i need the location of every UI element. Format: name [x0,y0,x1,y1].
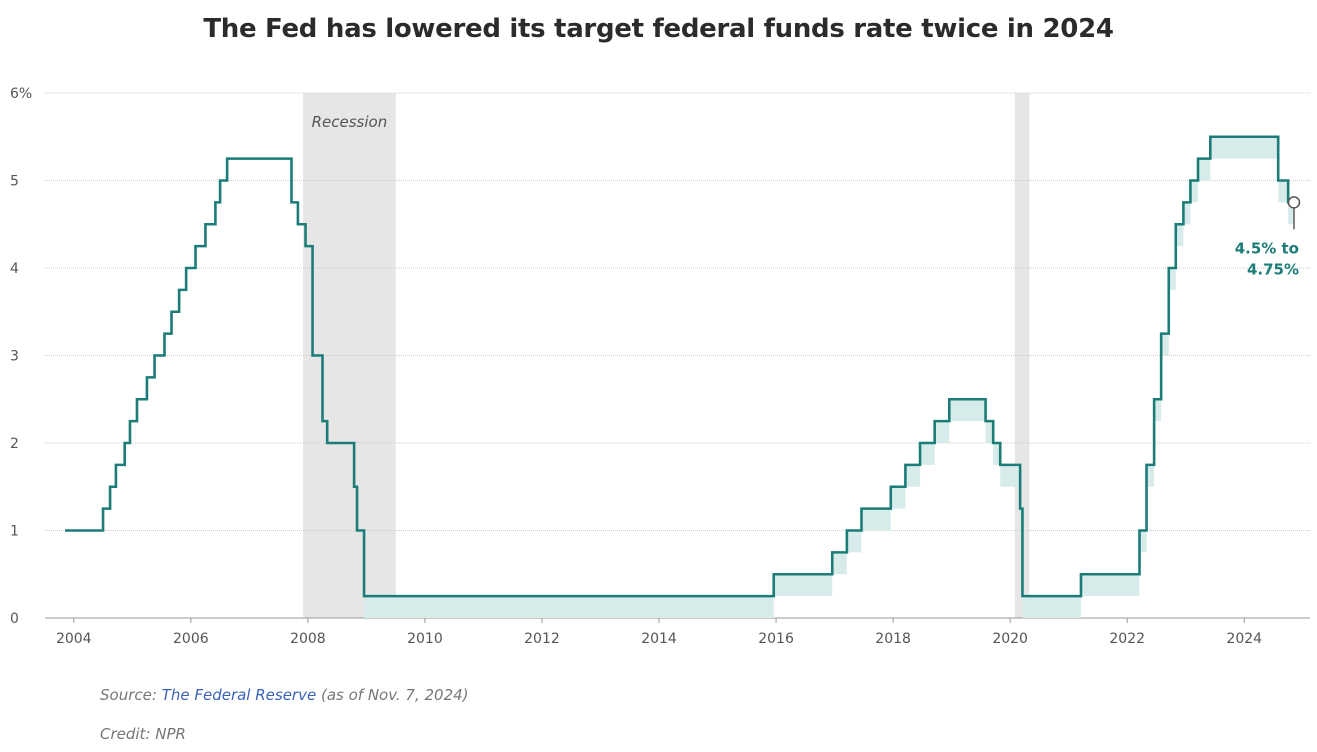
series-line [65,135,1294,598]
y-tick-label: 4 [10,261,19,277]
x-tick-label: 2016 [758,631,794,647]
x-tick-label: 2008 [290,631,326,647]
x-tick-label: 2022 [1109,631,1145,647]
endpoint-marker [1287,196,1301,209]
x-axis-ticks: 2004 2006 2008 2010 2012 2014 2016 2018 2020 2022… [56,618,1262,647]
gridlines [45,92,1310,619]
y-tick-label: 2 [10,436,19,452]
chart-title: The Fed has lowered its target federal f… [203,14,1114,44]
source-suffix: (as of Nov. 7, 2024) [316,686,469,704]
y-tick-label: 6% [10,86,32,102]
y-tick-label: 3 [10,349,19,365]
x-tick-label: 2010 [407,631,443,647]
y-axis-ticks: 0 1 2 3 4 5 6% [10,86,32,627]
annotation-line2: 4.75% [1247,260,1299,278]
recession-bands: Recession [303,93,1030,618]
x-tick-label: 2020 [992,631,1028,647]
y-tick-label: 1 [10,524,19,540]
x-tick-label: 2018 [875,631,911,647]
annotation: 4.5% to 4.75% [1235,196,1301,278]
x-tick-label: 2024 [1226,631,1262,647]
source-line: Source: The Federal Reserve (as of Nov. … [100,686,469,704]
recession-label: Recession [312,113,388,131]
x-tick-label: 2004 [56,631,92,647]
source-prefix: Source: [100,686,162,704]
x-tick-label: 2014 [641,631,677,647]
annotation-line1: 4.5% to [1235,239,1299,257]
target-range-band [364,136,1295,618]
credit-line: Credit: NPR [100,725,186,743]
range-band [364,136,1295,618]
y-tick-label: 5 [10,174,19,190]
x-tick-label: 2006 [173,631,209,647]
source-link[interactable]: The Federal Reserve [161,686,317,704]
x-tick-label: 2012 [524,631,560,647]
rate-line [65,135,1294,598]
y-tick-label: 0 [10,611,19,627]
